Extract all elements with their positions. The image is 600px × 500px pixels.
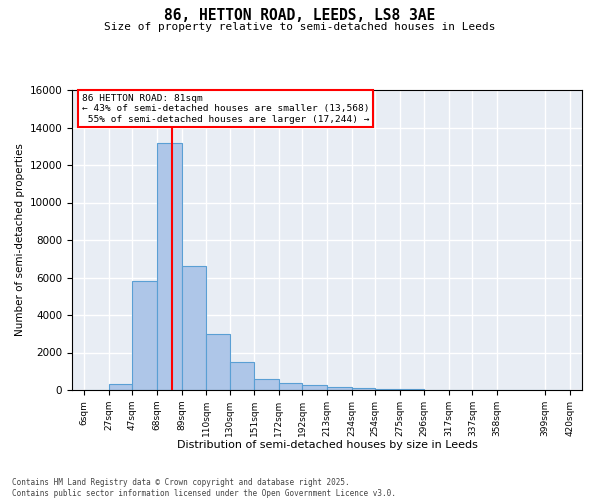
Bar	[375, 388, 400, 390]
Bar	[352, 388, 375, 390]
Bar	[254, 379, 279, 390]
Bar	[327, 387, 352, 390]
Y-axis label: Number of semi-detached properties: Number of semi-detached properties	[16, 144, 25, 336]
Bar	[302, 386, 327, 390]
X-axis label: Distribution of semi-detached houses by size in Leeds: Distribution of semi-detached houses by …	[176, 440, 478, 450]
Text: Contains HM Land Registry data © Crown copyright and database right 2025.
Contai: Contains HM Land Registry data © Crown c…	[12, 478, 396, 498]
Bar	[230, 362, 254, 390]
Bar	[279, 384, 302, 390]
Bar	[182, 266, 206, 390]
Text: 86, HETTON ROAD, LEEDS, LS8 3AE: 86, HETTON ROAD, LEEDS, LS8 3AE	[164, 8, 436, 22]
Bar	[157, 142, 182, 390]
Bar	[109, 384, 133, 390]
Text: Size of property relative to semi-detached houses in Leeds: Size of property relative to semi-detach…	[104, 22, 496, 32]
Bar	[400, 389, 424, 390]
Bar	[206, 334, 230, 390]
Text: 86 HETTON ROAD: 81sqm
← 43% of semi-detached houses are smaller (13,568)
 55% of: 86 HETTON ROAD: 81sqm ← 43% of semi-deta…	[82, 94, 370, 124]
Bar	[133, 281, 157, 390]
